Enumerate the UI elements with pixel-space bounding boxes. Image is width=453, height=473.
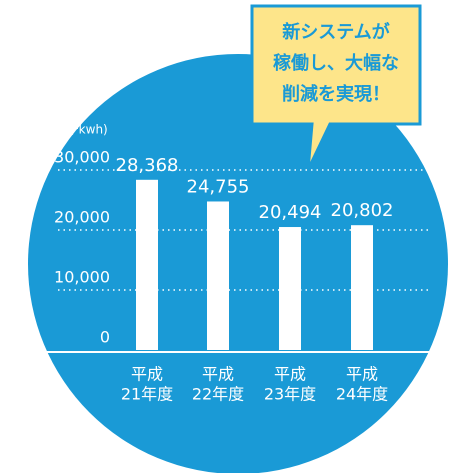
y-tick-label: 30,000 [54,148,110,167]
value-label: 20,494 [259,202,322,223]
background-circle [28,54,448,473]
value-label: 20,802 [331,200,394,221]
value-label: 24,755 [187,176,250,197]
x-tick-label: 平成 [131,365,163,384]
y-axis-label: (千kwh) [62,123,108,137]
callout-text: 稼働し、大幅な [273,52,399,74]
x-tick-label: 平成 [274,365,306,384]
callout-text: 削減を実現！ [282,83,390,105]
x-tick-label: 22年度 [192,385,244,404]
x-tick-label: 24年度 [336,385,388,404]
x-tick-label: 平成 [202,365,234,384]
bar [207,201,229,350]
x-tick-label: 21年度 [121,385,173,404]
callout-text: 新システムが [282,21,389,43]
bar [351,225,373,350]
bar [136,179,158,350]
x-tick-label: 23年度 [264,385,316,404]
value-label: 28,368 [116,155,179,176]
y-tick-label: 20,000 [54,208,110,227]
y-tick-label: 0 [100,328,110,347]
y-tick-label: 10,000 [54,268,110,287]
bar [279,227,301,350]
x-tick-label: 平成 [346,365,378,384]
callout-box [250,4,422,171]
callout [250,4,422,171]
